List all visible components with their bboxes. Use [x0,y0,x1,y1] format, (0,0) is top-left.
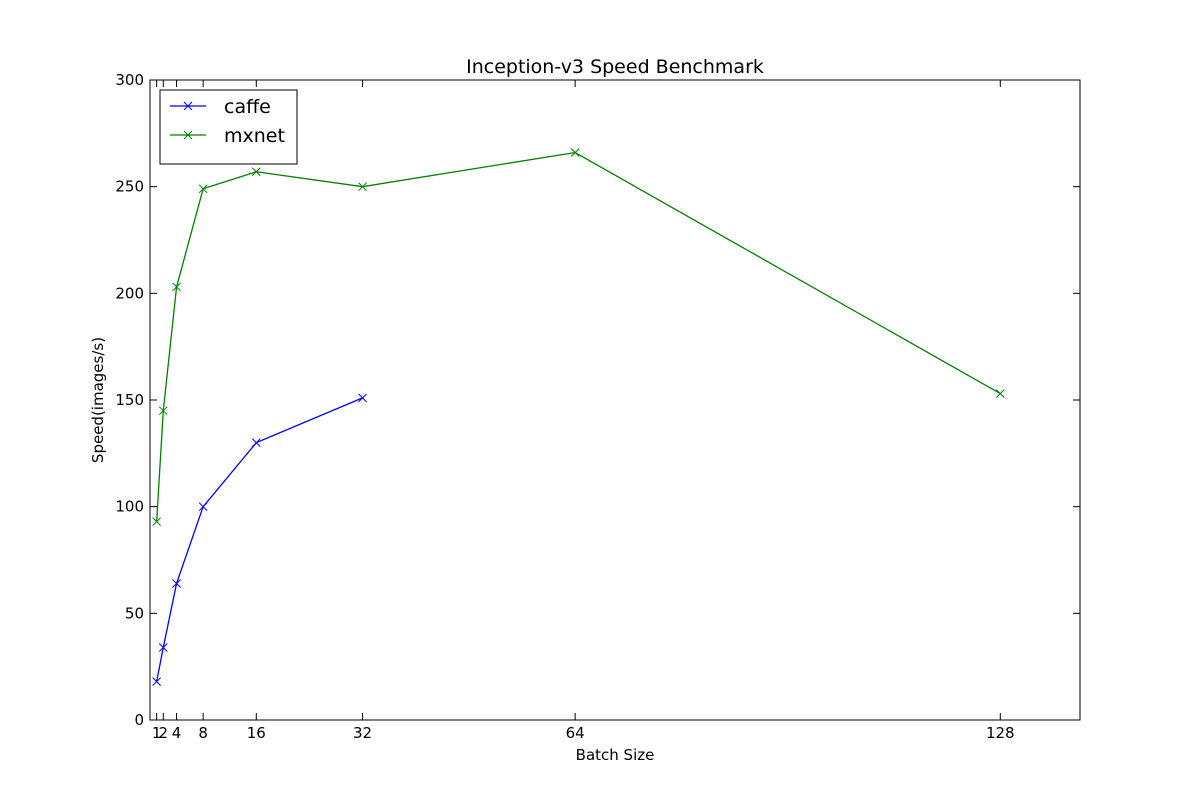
x-axis-label: Batch Size [576,746,655,764]
y-tick-label: 50 [125,604,144,622]
legend-label-caffe: caffe [224,96,271,118]
data-point-mxnet-4 [172,282,181,292]
x-tick-label: 16 [247,724,266,742]
data-point-caffe-1 [152,677,161,686]
y-tick-label: 100 [115,498,144,516]
y-tick-label: 250 [115,178,144,196]
data-point-caffe-2 [158,643,168,652]
axes: 12 4 8 16 32 64 128 0 50 100 150 200 250 300 [115,71,1081,742]
x-tick-label: 1 [152,724,162,742]
x-tick-label: 2 [159,724,169,742]
data-point-caffe-32 [358,393,367,403]
x-tick-label: 32 [353,724,372,742]
data-point-mxnet-128 [995,389,1005,398]
series-line-mxnet [155,151,1001,522]
data-point-mxnet-16 [251,167,261,177]
legend-label-mxnet: mxnet [224,125,285,147]
x-tick-label: 4 [172,724,182,742]
series-line-caffe [156,397,363,682]
y-tick-label: 200 [115,284,144,302]
data-point-caffe-4 [172,579,181,588]
x-tick-label: 128 [986,724,1015,742]
chart-title: Inception-v3 Speed Benchmark [466,56,764,78]
data-point-caffe-8 [198,502,208,512]
data-point-mxnet-32 [358,182,367,192]
y-tick-label: 150 [115,391,144,409]
y-tick-label: 300 [115,71,144,89]
plot-area [152,148,1005,686]
y-tick-label: 0 [134,711,144,729]
data-point-caffe-16 [251,438,261,448]
data-point-mxnet-8 [198,184,208,194]
data-point-mxnet-2 [158,406,168,416]
legend: caffe mxnet [159,89,298,165]
x-tick-label: 8 [198,724,208,742]
data-point-mxnet-64 [570,148,580,157]
y-axis-label: Speed(images/s) [89,337,107,463]
data-point-mxnet-1 [152,517,161,526]
legend-marker-caffe [183,101,193,111]
legend-marker-mxnet [183,130,193,140]
legend-box [159,89,298,165]
x-tick-label: 64 [566,724,585,742]
